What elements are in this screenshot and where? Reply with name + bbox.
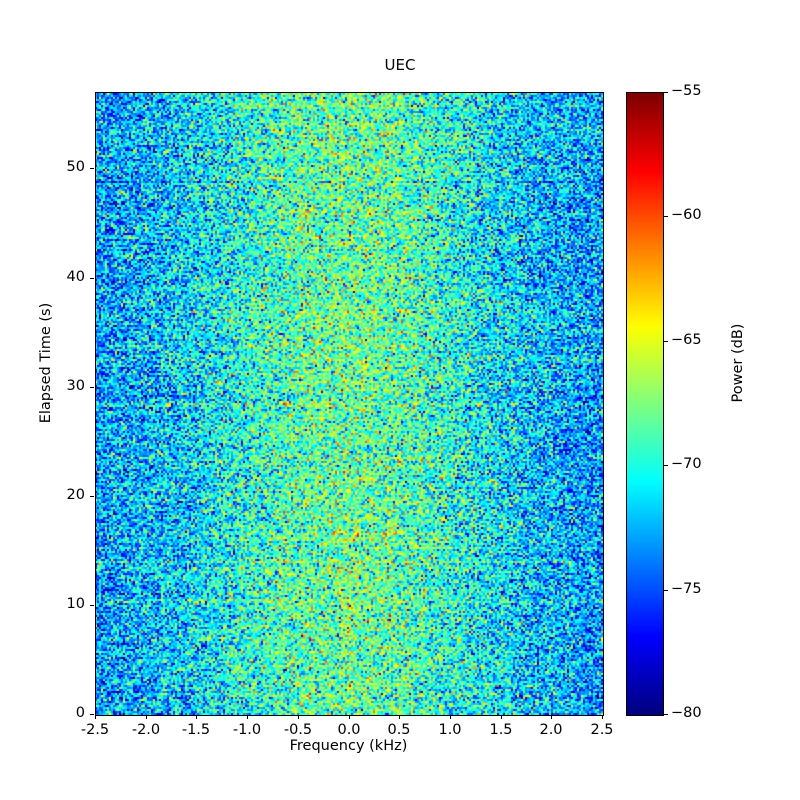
- colorbar-tick-mark: [664, 216, 668, 217]
- y-tick-mark: [90, 278, 94, 279]
- x-tick-label: -2.0: [131, 722, 161, 738]
- colorbar-tick-label: −70: [671, 456, 702, 472]
- title-line-station: UEC: [384, 56, 416, 74]
- colorbar-tick-mark: [664, 341, 668, 342]
- colorbar-tick-mark: [664, 465, 668, 466]
- spectrogram-image: [96, 93, 603, 715]
- y-tick-label: 50: [66, 159, 85, 175]
- colorbar-tick-mark: [664, 714, 668, 715]
- x-tick-label: 1.0: [438, 722, 462, 738]
- y-tick-mark: [90, 168, 94, 169]
- colorbar-tick-mark: [664, 92, 668, 93]
- y-tick-label: 10: [66, 596, 85, 612]
- y-tick-label: 40: [66, 269, 85, 285]
- y-axis-label: Elapsed Time (s): [38, 302, 54, 424]
- colorbar-tick-label: −65: [671, 332, 702, 348]
- x-tick-label: -0.5: [283, 722, 313, 738]
- colorbar-gradient: [627, 93, 663, 715]
- colorbar-tick-label: −55: [671, 83, 702, 99]
- y-tick-mark: [90, 496, 94, 497]
- x-tick-mark: [501, 715, 502, 719]
- colorbar-tick-label: −60: [671, 207, 702, 223]
- x-tick-label: 0.5: [387, 722, 411, 738]
- y-tick-label: 0: [75, 705, 85, 721]
- colorbar-tick-label: −80: [671, 705, 702, 721]
- x-tick-mark: [551, 715, 552, 719]
- colorbar: [626, 92, 664, 716]
- x-tick-mark: [298, 715, 299, 719]
- x-tick-mark: [349, 715, 350, 719]
- x-tick-label: 0.0: [337, 722, 361, 738]
- y-tick-label: 20: [66, 487, 85, 503]
- y-tick-mark: [90, 714, 94, 715]
- x-tick-mark: [247, 715, 248, 719]
- x-tick-label: 1.5: [489, 722, 513, 738]
- x-tick-label: -2.5: [80, 722, 110, 738]
- x-tick-mark: [399, 715, 400, 719]
- y-tick-mark: [90, 605, 94, 606]
- x-tick-mark: [196, 715, 197, 719]
- y-tick-label: 30: [66, 378, 85, 394]
- x-tick-mark: [450, 715, 451, 719]
- colorbar-label: Power (dB): [730, 323, 746, 403]
- x-axis-label: Frequency (kHz): [289, 738, 408, 754]
- x-tick-mark: [95, 715, 96, 719]
- x-tick-mark: [146, 715, 147, 719]
- colorbar-tick-mark: [664, 590, 668, 591]
- y-tick-mark: [90, 387, 94, 388]
- colorbar-tick-label: −75: [671, 581, 702, 597]
- spectrogram-axes: [95, 92, 604, 716]
- x-tick-mark: [602, 715, 603, 719]
- x-tick-label: -1.5: [181, 722, 211, 738]
- x-tick-label: 2.0: [539, 722, 563, 738]
- x-tick-label: 2.5: [590, 722, 614, 738]
- x-tick-label: -1.0: [232, 722, 262, 738]
